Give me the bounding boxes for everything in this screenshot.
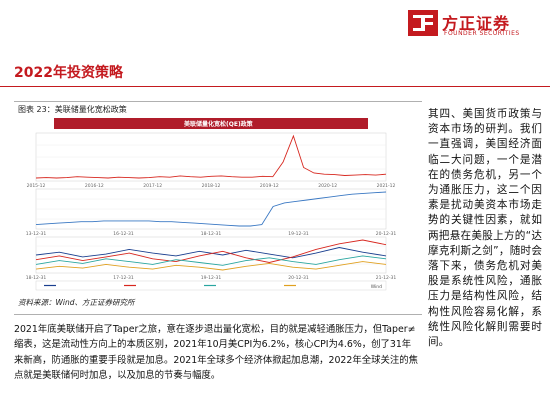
founder-logo-icon — [408, 10, 438, 36]
x-tick-label: 17-12-31 — [113, 275, 134, 281]
series-line-bottom-1 — [35, 239, 387, 263]
figure-source: 资料来源：Wind、方正证券研究所 — [18, 298, 135, 307]
x-tick-label: 16-12-31 — [113, 231, 134, 237]
x-tick-label: 2021-12 — [377, 183, 396, 189]
x-tick-label: 18-12-31 — [201, 231, 222, 237]
figure-frame — [14, 101, 422, 315]
chart-background — [14, 115, 408, 295]
brand-logo: 方正证券 FOUNDER SECURITIES — [408, 8, 544, 42]
series-line-middle-0 — [35, 191, 387, 227]
x-tick-label: 2015-12 — [27, 183, 46, 189]
x-tick-label: 21-12-31 — [376, 275, 397, 281]
series-line-bottom-3 — [35, 261, 387, 271]
x-tick-label: 2020-12 — [318, 183, 337, 189]
chart-title: 美联储量化宽松(QE)政策 — [183, 120, 253, 128]
fed-qe-chart: 美联储量化宽松(QE)政策 2015-12 2016-12 2017-12 2018-… — [14, 115, 408, 295]
chart-title-bar — [54, 118, 368, 129]
page-title: 2022年投资策略 — [14, 65, 123, 81]
x-tick-label: 2018-12 — [202, 183, 221, 189]
brand-name: 方正证券 — [442, 14, 511, 33]
brand-name-en: FOUNDER SECURITIES — [444, 30, 520, 37]
x-tick-label: 2017-12 — [143, 183, 162, 189]
side-paragraph: 其四、美国货币政策与资本市场的研判。我们一直强调，美国经济面临二大问题，一个是潜… — [428, 108, 542, 349]
x-tick-label: 13-12-31 — [26, 231, 47, 237]
x-tick-label: 2016-12 — [85, 183, 104, 189]
title-divider — [0, 86, 550, 87]
x-tick-label: 19-12-31 — [288, 231, 309, 237]
x-tick-label: 19-12-31 — [201, 275, 222, 281]
series-line-top-0 — [35, 134, 387, 179]
figure-caption: 图表 23：美联储量化宽松政策 — [18, 105, 127, 114]
body-paragraph: 2021年底美联储开启了Taper之旅，意在逐步退出量化宽松，目的就是减轻通胀压… — [14, 324, 418, 381]
x-tick-label: 20-12-31 — [376, 231, 397, 237]
series-line-bottom-2 — [35, 255, 387, 266]
x-tick-label: 20-12-31 — [288, 275, 309, 281]
legend-source-note: Wind — [371, 284, 382, 290]
x-tick-label: 2019-12 — [260, 183, 279, 189]
x-tick-label: 18-12-31 — [26, 275, 47, 281]
